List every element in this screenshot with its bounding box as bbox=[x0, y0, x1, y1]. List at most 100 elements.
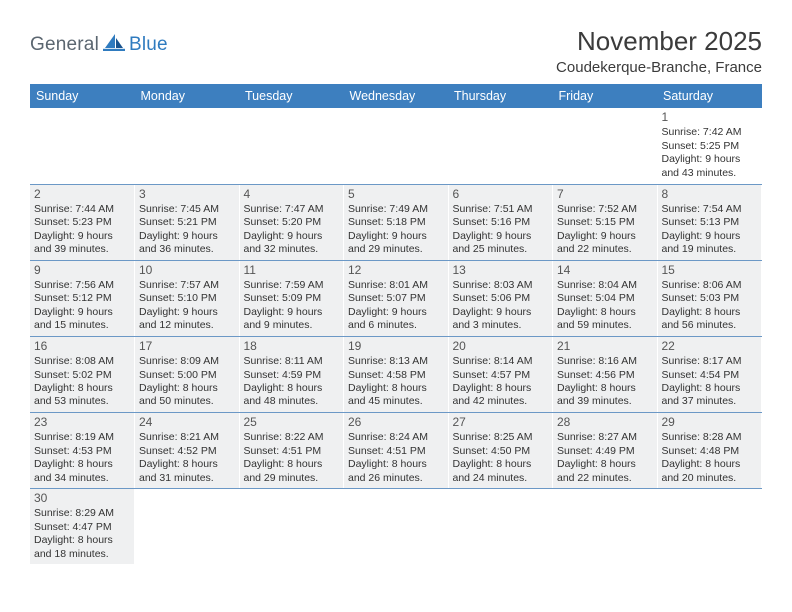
day-info: Sunrise: 8:06 AMSunset: 5:03 PMDaylight:… bbox=[662, 279, 758, 333]
day-info: Sunrise: 8:25 AMSunset: 4:50 PMDaylight:… bbox=[453, 431, 549, 485]
day-number: 19 bbox=[348, 339, 444, 354]
calendar-cell: 4Sunrise: 7:47 AMSunset: 5:20 PMDaylight… bbox=[239, 184, 344, 260]
col-tuesday: Tuesday bbox=[239, 84, 344, 108]
calendar-cell: 13Sunrise: 8:03 AMSunset: 5:06 PMDayligh… bbox=[448, 260, 553, 336]
day-info: Sunrise: 8:09 AMSunset: 5:00 PMDaylight:… bbox=[139, 355, 235, 409]
day-info: Sunrise: 8:03 AMSunset: 5:06 PMDaylight:… bbox=[453, 279, 549, 333]
day-info: Sunrise: 7:45 AMSunset: 5:21 PMDaylight:… bbox=[139, 203, 235, 257]
calendar-cell: 17Sunrise: 8:09 AMSunset: 5:00 PMDayligh… bbox=[135, 336, 240, 412]
day-number: 17 bbox=[139, 339, 235, 354]
day-number: 15 bbox=[662, 263, 758, 278]
col-saturday: Saturday bbox=[657, 84, 762, 108]
calendar-table: Sunday Monday Tuesday Wednesday Thursday… bbox=[30, 84, 762, 564]
calendar-cell: 16Sunrise: 8:08 AMSunset: 5:02 PMDayligh… bbox=[30, 336, 135, 412]
title-block: November 2025 Coudekerque-Branche, Franc… bbox=[556, 26, 762, 76]
calendar-cell: 27Sunrise: 8:25 AMSunset: 4:50 PMDayligh… bbox=[448, 412, 553, 488]
day-number: 16 bbox=[34, 339, 130, 354]
day-info: Sunrise: 8:27 AMSunset: 4:49 PMDaylight:… bbox=[557, 431, 653, 485]
day-number: 20 bbox=[453, 339, 549, 354]
day-number: 24 bbox=[139, 415, 235, 430]
day-number: 21 bbox=[557, 339, 653, 354]
day-info: Sunrise: 8:29 AMSunset: 4:47 PMDaylight:… bbox=[34, 507, 130, 561]
day-info: Sunrise: 8:01 AMSunset: 5:07 PMDaylight:… bbox=[348, 279, 444, 333]
day-number: 12 bbox=[348, 263, 444, 278]
day-info: Sunrise: 8:19 AMSunset: 4:53 PMDaylight:… bbox=[34, 431, 130, 485]
day-number: 2 bbox=[34, 187, 130, 202]
day-number: 23 bbox=[34, 415, 130, 430]
calendar-cell: 19Sunrise: 8:13 AMSunset: 4:58 PMDayligh… bbox=[344, 336, 449, 412]
calendar-cell: 26Sunrise: 8:24 AMSunset: 4:51 PMDayligh… bbox=[344, 412, 449, 488]
day-info: Sunrise: 7:59 AMSunset: 5:09 PMDaylight:… bbox=[244, 279, 340, 333]
day-number: 25 bbox=[244, 415, 340, 430]
day-info: Sunrise: 8:21 AMSunset: 4:52 PMDaylight:… bbox=[139, 431, 235, 485]
calendar-cell bbox=[30, 108, 135, 184]
calendar-header-row: Sunday Monday Tuesday Wednesday Thursday… bbox=[30, 84, 762, 108]
day-number: 4 bbox=[244, 187, 340, 202]
day-number: 27 bbox=[453, 415, 549, 430]
day-info: Sunrise: 8:28 AMSunset: 4:48 PMDaylight:… bbox=[662, 431, 758, 485]
calendar-cell: 30Sunrise: 8:29 AMSunset: 4:47 PMDayligh… bbox=[30, 488, 135, 564]
calendar-cell: 18Sunrise: 8:11 AMSunset: 4:59 PMDayligh… bbox=[239, 336, 344, 412]
col-monday: Monday bbox=[135, 84, 240, 108]
day-info: Sunrise: 7:54 AMSunset: 5:13 PMDaylight:… bbox=[662, 203, 758, 257]
logo-text-blue: Blue bbox=[129, 34, 168, 56]
day-info: Sunrise: 7:44 AMSunset: 5:23 PMDaylight:… bbox=[34, 203, 130, 257]
day-number: 5 bbox=[348, 187, 444, 202]
day-number: 10 bbox=[139, 263, 235, 278]
day-info: Sunrise: 8:14 AMSunset: 4:57 PMDaylight:… bbox=[453, 355, 549, 409]
calendar-cell: 23Sunrise: 8:19 AMSunset: 4:53 PMDayligh… bbox=[30, 412, 135, 488]
day-number: 26 bbox=[348, 415, 444, 430]
day-info: Sunrise: 8:17 AMSunset: 4:54 PMDaylight:… bbox=[662, 355, 758, 409]
calendar-cell: 24Sunrise: 8:21 AMSunset: 4:52 PMDayligh… bbox=[135, 412, 240, 488]
day-number: 13 bbox=[453, 263, 549, 278]
day-number: 14 bbox=[557, 263, 653, 278]
calendar-cell: 2Sunrise: 7:44 AMSunset: 5:23 PMDaylight… bbox=[30, 184, 135, 260]
day-number: 29 bbox=[662, 415, 758, 430]
calendar-cell: 20Sunrise: 8:14 AMSunset: 4:57 PMDayligh… bbox=[448, 336, 553, 412]
day-number: 1 bbox=[662, 110, 758, 125]
calendar-row: 30Sunrise: 8:29 AMSunset: 4:47 PMDayligh… bbox=[30, 488, 762, 564]
calendar-cell bbox=[135, 108, 240, 184]
day-info: Sunrise: 7:49 AMSunset: 5:18 PMDaylight:… bbox=[348, 203, 444, 257]
calendar-cell: 11Sunrise: 7:59 AMSunset: 5:09 PMDayligh… bbox=[239, 260, 344, 336]
col-wednesday: Wednesday bbox=[344, 84, 449, 108]
calendar-cell: 15Sunrise: 8:06 AMSunset: 5:03 PMDayligh… bbox=[657, 260, 762, 336]
calendar-cell bbox=[448, 108, 553, 184]
calendar-row: 23Sunrise: 8:19 AMSunset: 4:53 PMDayligh… bbox=[30, 412, 762, 488]
location: Coudekerque-Branche, France bbox=[556, 59, 762, 76]
calendar-row: 2Sunrise: 7:44 AMSunset: 5:23 PMDaylight… bbox=[30, 184, 762, 260]
day-number: 28 bbox=[557, 415, 653, 430]
calendar-cell: 12Sunrise: 8:01 AMSunset: 5:07 PMDayligh… bbox=[344, 260, 449, 336]
day-info: Sunrise: 7:47 AMSunset: 5:20 PMDaylight:… bbox=[244, 203, 340, 257]
day-number: 11 bbox=[244, 263, 340, 278]
header: General Blue November 2025 Coudekerque-B… bbox=[30, 26, 762, 76]
day-info: Sunrise: 8:08 AMSunset: 5:02 PMDaylight:… bbox=[34, 355, 130, 409]
day-info: Sunrise: 8:16 AMSunset: 4:56 PMDaylight:… bbox=[557, 355, 653, 409]
calendar-cell: 7Sunrise: 7:52 AMSunset: 5:15 PMDaylight… bbox=[553, 184, 658, 260]
day-number: 30 bbox=[34, 491, 130, 506]
calendar-cell: 6Sunrise: 7:51 AMSunset: 5:16 PMDaylight… bbox=[448, 184, 553, 260]
calendar-cell: 25Sunrise: 8:22 AMSunset: 4:51 PMDayligh… bbox=[239, 412, 344, 488]
calendar-cell bbox=[344, 488, 449, 564]
day-info: Sunrise: 7:56 AMSunset: 5:12 PMDaylight:… bbox=[34, 279, 130, 333]
day-info: Sunrise: 7:42 AMSunset: 5:25 PMDaylight:… bbox=[662, 126, 758, 180]
sail-icon bbox=[103, 32, 125, 57]
calendar-cell: 10Sunrise: 7:57 AMSunset: 5:10 PMDayligh… bbox=[135, 260, 240, 336]
day-info: Sunrise: 8:04 AMSunset: 5:04 PMDaylight:… bbox=[557, 279, 653, 333]
calendar-cell bbox=[448, 488, 553, 564]
calendar-cell: 3Sunrise: 7:45 AMSunset: 5:21 PMDaylight… bbox=[135, 184, 240, 260]
day-number: 22 bbox=[662, 339, 758, 354]
calendar-cell bbox=[553, 488, 658, 564]
day-info: Sunrise: 7:52 AMSunset: 5:15 PMDaylight:… bbox=[557, 203, 653, 257]
calendar-row: 16Sunrise: 8:08 AMSunset: 5:02 PMDayligh… bbox=[30, 336, 762, 412]
calendar-cell bbox=[553, 108, 658, 184]
calendar-cell: 29Sunrise: 8:28 AMSunset: 4:48 PMDayligh… bbox=[657, 412, 762, 488]
day-number: 6 bbox=[453, 187, 549, 202]
day-number: 7 bbox=[557, 187, 653, 202]
calendar-cell: 8Sunrise: 7:54 AMSunset: 5:13 PMDaylight… bbox=[657, 184, 762, 260]
logo: General Blue bbox=[30, 26, 168, 57]
day-info: Sunrise: 8:24 AMSunset: 4:51 PMDaylight:… bbox=[348, 431, 444, 485]
calendar-row: 1Sunrise: 7:42 AMSunset: 5:25 PMDaylight… bbox=[30, 108, 762, 184]
calendar-cell: 22Sunrise: 8:17 AMSunset: 4:54 PMDayligh… bbox=[657, 336, 762, 412]
col-sunday: Sunday bbox=[30, 84, 135, 108]
